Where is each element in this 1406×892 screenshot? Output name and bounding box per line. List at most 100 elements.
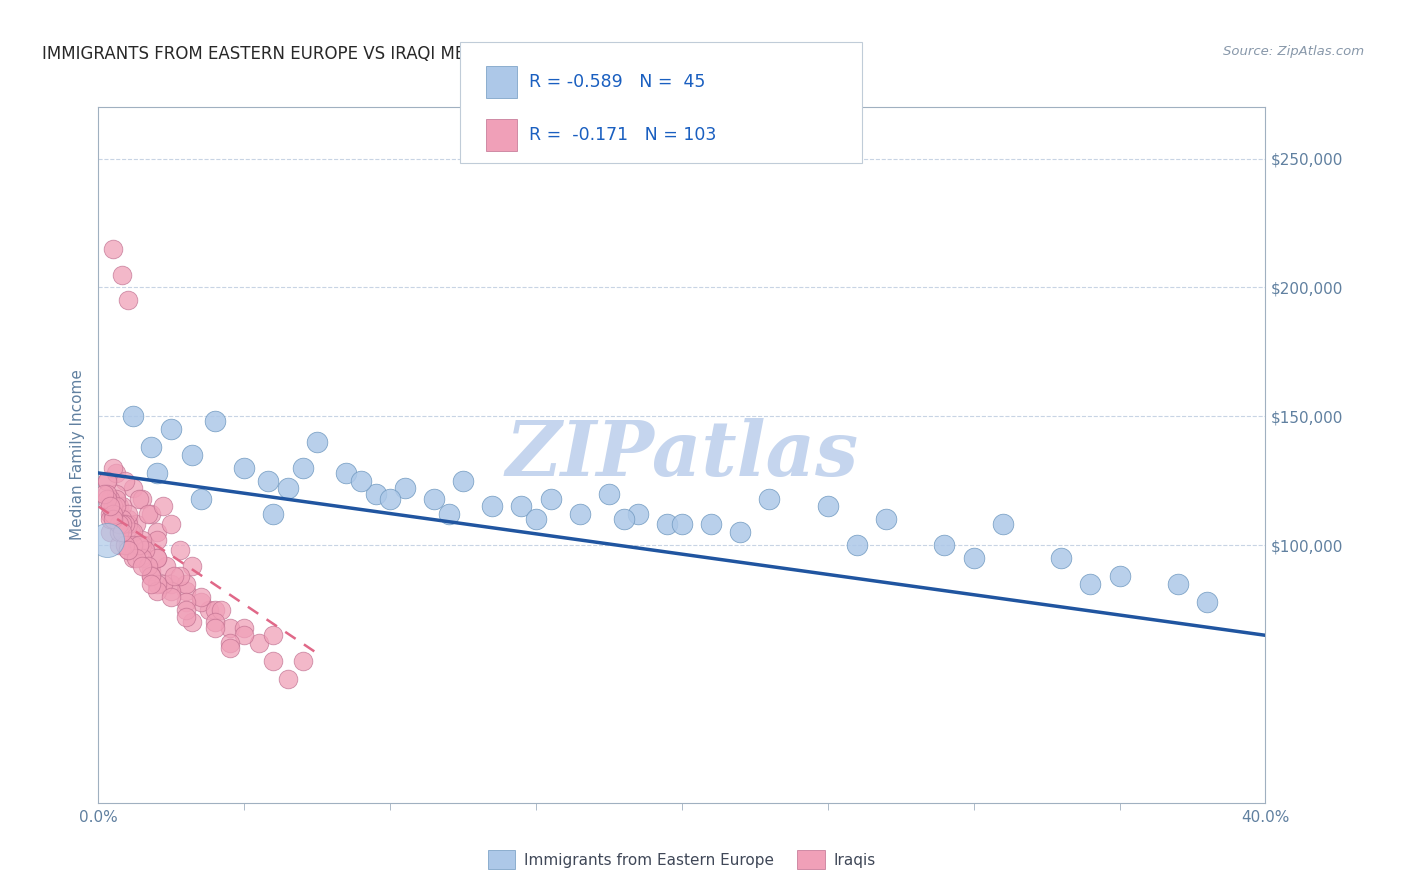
Text: R = -0.589   N =  45: R = -0.589 N = 45: [529, 73, 704, 91]
Point: [451, 474, 474, 488]
Point: [101, 507, 124, 521]
Text: R =  -0.171   N = 103: R = -0.171 N = 103: [529, 126, 716, 144]
Point: [613, 512, 636, 526]
Point: [98, 525, 121, 540]
Point: [540, 491, 562, 506]
Point: [136, 558, 159, 573]
Point: [98, 491, 121, 506]
Point: [111, 268, 134, 282]
Point: [146, 533, 169, 547]
Point: [700, 517, 723, 532]
Text: Source: ZipAtlas.com: Source: ZipAtlas.com: [1223, 45, 1364, 58]
Point: [134, 543, 156, 558]
Point: [131, 551, 153, 566]
Point: [117, 538, 139, 552]
Point: [437, 507, 460, 521]
Point: [139, 569, 162, 583]
Point: [101, 500, 124, 514]
Point: [335, 466, 357, 480]
Point: [160, 584, 183, 599]
Point: [198, 602, 221, 616]
Point: [350, 474, 373, 488]
Point: [657, 517, 679, 532]
Point: [96, 474, 118, 488]
Point: [122, 525, 145, 540]
Point: [152, 576, 174, 591]
Point: [139, 507, 162, 521]
Point: [131, 538, 153, 552]
Point: [160, 517, 183, 532]
Point: [96, 533, 118, 547]
Point: [108, 500, 131, 514]
Point: [152, 500, 174, 514]
Point: [233, 460, 256, 475]
Point: [627, 507, 650, 521]
Point: [146, 551, 169, 566]
Point: [111, 500, 134, 514]
Point: [139, 569, 162, 583]
Point: [875, 512, 897, 526]
Point: [96, 474, 118, 488]
Point: [671, 517, 693, 532]
Point: [117, 507, 139, 521]
Point: [120, 525, 142, 540]
Point: [233, 621, 256, 635]
Point: [134, 538, 156, 552]
Point: [174, 610, 197, 624]
Point: [204, 615, 226, 630]
Point: [247, 636, 270, 650]
Point: [131, 533, 153, 547]
Point: [101, 242, 124, 256]
Point: [180, 615, 202, 630]
Point: [277, 482, 299, 496]
Point: [209, 602, 232, 616]
Point: [163, 569, 186, 583]
Point: [1108, 569, 1130, 583]
Point: [256, 474, 278, 488]
Point: [277, 672, 299, 686]
Text: IMMIGRANTS FROM EASTERN EUROPE VS IRAQI MEDIAN FAMILY INCOME CORRELATION CHART: IMMIGRANTS FROM EASTERN EUROPE VS IRAQI …: [42, 45, 825, 62]
Point: [364, 486, 387, 500]
Point: [101, 460, 124, 475]
Point: [101, 507, 124, 521]
Point: [174, 595, 197, 609]
Point: [394, 482, 416, 496]
Point: [1050, 551, 1073, 566]
Point: [108, 525, 131, 540]
Point: [117, 517, 139, 532]
Point: [180, 448, 202, 462]
Point: [98, 507, 121, 521]
Point: [758, 491, 780, 506]
Point: [104, 491, 127, 506]
Point: [962, 551, 984, 566]
Point: [146, 551, 169, 566]
Point: [174, 576, 197, 591]
Point: [101, 500, 124, 514]
Y-axis label: Median Family Income: Median Family Income: [70, 369, 86, 541]
Point: [146, 525, 169, 540]
Point: [131, 491, 153, 506]
Point: [1080, 576, 1102, 591]
Text: ZIPatlas: ZIPatlas: [505, 418, 859, 491]
Point: [114, 474, 136, 488]
Point: [122, 409, 145, 424]
Point: [160, 590, 183, 604]
Point: [291, 460, 314, 475]
Point: [111, 525, 134, 540]
Point: [136, 507, 159, 521]
Point: [481, 500, 503, 514]
Point: [122, 538, 145, 552]
Point: [139, 576, 162, 591]
Point: [131, 558, 153, 573]
Point: [291, 654, 314, 668]
Point: [104, 466, 127, 480]
Point: [204, 602, 226, 616]
Point: [169, 543, 191, 558]
Point: [1167, 576, 1189, 591]
Point: [598, 486, 620, 500]
Point: [846, 538, 869, 552]
Point: [111, 512, 134, 526]
Point: [174, 602, 197, 616]
Point: [139, 440, 162, 454]
Point: [218, 636, 240, 650]
